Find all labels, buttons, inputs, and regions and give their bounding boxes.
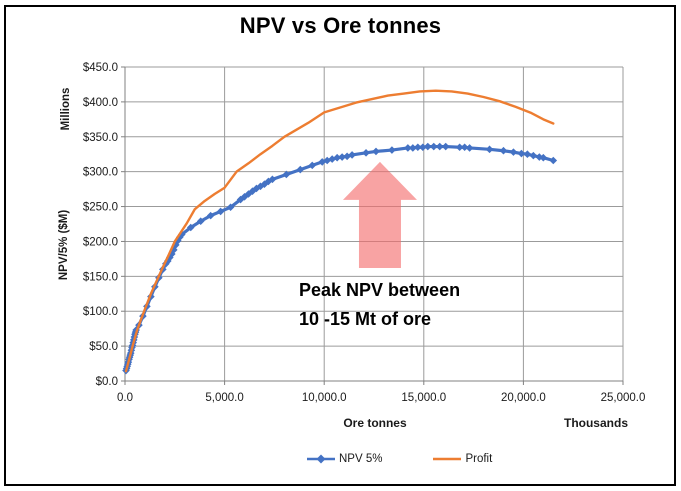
data-point-marker — [166, 253, 174, 262]
data-point-marker — [499, 146, 508, 155]
data-point-marker — [419, 143, 427, 152]
data-point-marker — [517, 149, 526, 158]
data-point-marker — [549, 156, 558, 165]
data-point-marker — [465, 144, 474, 152]
y-tick-label: $350.0 — [83, 132, 118, 144]
legend-item-npv: NPV 5% — [306, 453, 382, 465]
data-point-marker — [333, 153, 341, 162]
data-point-marker — [388, 146, 396, 154]
y-tick-label: $250.0 — [83, 202, 118, 214]
data-point-marker — [171, 241, 180, 249]
data-point-marker — [529, 151, 538, 160]
data-point-marker — [523, 150, 532, 159]
data-point-marker — [206, 211, 215, 220]
profit-series-swatch-icon — [433, 457, 462, 461]
data-point-marker — [173, 236, 182, 245]
x-tick-label: 20,000.0 — [501, 392, 546, 404]
data-point-marker — [414, 143, 422, 152]
chart-title: NPV vs Ore tonnes — [239, 13, 442, 38]
data-point-marker — [323, 156, 331, 165]
y-tick-label: $300.0 — [83, 167, 118, 179]
annotation-line-2: 10 -15 Mt of ore — [299, 309, 432, 329]
data-point-marker — [429, 142, 438, 151]
x-tick-label: 0.0 — [117, 392, 133, 404]
data-point-marker — [196, 217, 205, 226]
data-point-marker — [455, 143, 464, 152]
data-point-marker — [509, 148, 518, 156]
data-point-marker — [282, 170, 291, 179]
annotation-arrow-icon — [342, 161, 417, 268]
data-point-marker — [328, 155, 336, 163]
data-point-marker — [338, 153, 346, 161]
y-tick-label: $100.0 — [83, 306, 118, 318]
data-point-marker — [260, 180, 269, 189]
series-line-npv-5- — [124, 144, 555, 373]
y-tick-label: $150.0 — [83, 271, 118, 283]
data-point-marker — [404, 144, 412, 152]
data-point-marker — [236, 195, 245, 204]
data-point-marker — [441, 142, 450, 151]
data-point-marker — [268, 175, 277, 184]
legend: NPV 5% Profit — [306, 453, 492, 465]
y-tick-label: $450.0 — [83, 62, 118, 74]
data-point-marker — [485, 145, 494, 154]
data-point-marker — [264, 177, 273, 186]
y-axis-title: NPV/5% ($M) — [58, 209, 70, 281]
data-point-marker — [362, 149, 370, 157]
series-line-profit — [124, 89, 555, 373]
legend-item-profit: Profit — [432, 453, 492, 465]
y-tick-label: $200.0 — [83, 236, 118, 248]
y-tick-label: $50.0 — [89, 341, 118, 353]
x-tick-label: 25,000.0 — [601, 392, 646, 404]
y-axis-units-label: Millions — [60, 87, 72, 131]
x-axis-title: Ore tonnes — [343, 416, 407, 430]
data-point-marker — [539, 153, 548, 162]
data-point-marker — [186, 223, 195, 232]
data-point-marker — [168, 250, 176, 258]
y-tick-label: $400.0 — [83, 97, 118, 109]
x-tick-label: 5,000.0 — [205, 392, 243, 404]
x-tick-label: 15,000.0 — [401, 392, 446, 404]
data-point-marker — [409, 144, 417, 152]
data-point-marker — [460, 143, 469, 152]
data-point-marker — [216, 207, 225, 216]
data-point-marker — [318, 158, 327, 166]
data-point-marker — [308, 161, 317, 170]
legend-label-profit: Profit — [465, 453, 493, 465]
data-point-marker — [226, 203, 235, 212]
x-tick-label: 10,000.0 — [302, 392, 347, 404]
legend-label-npv: NPV 5% — [339, 453, 383, 465]
data-point-marker — [423, 142, 432, 151]
data-point-marker — [252, 184, 261, 193]
x-axis-units-label: Thousands — [563, 416, 628, 430]
data-point-marker — [256, 182, 265, 191]
y-tick-label: $0.0 — [96, 376, 118, 388]
data-point-marker — [348, 151, 356, 159]
annotation-line-1: Peak NPV between — [299, 280, 461, 300]
npv-series-swatch-icon — [307, 454, 335, 464]
data-point-marker — [296, 165, 305, 174]
data-point-marker — [372, 147, 380, 156]
data-point-marker — [240, 192, 249, 201]
data-point-marker — [435, 142, 444, 151]
annotation-text: Peak NPV between 10 -15 Mt of ore — [299, 276, 519, 334]
